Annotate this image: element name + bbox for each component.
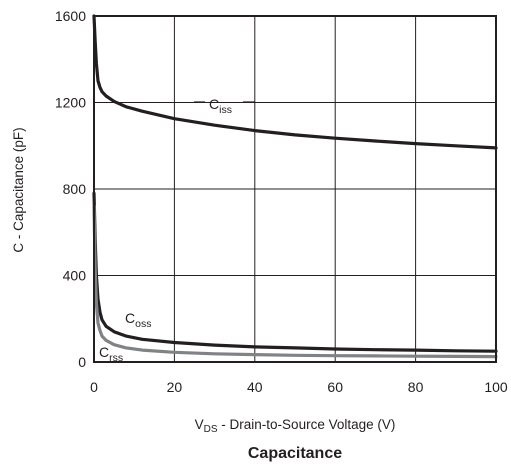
series-line-ciss bbox=[92, 14, 498, 150]
series-label-ciss: Ciss bbox=[209, 96, 232, 116]
grid bbox=[94, 16, 496, 362]
chart-title: Capacitance bbox=[248, 445, 342, 462]
x-tick-label: 40 bbox=[247, 379, 263, 395]
x-tick-label: 80 bbox=[408, 379, 424, 395]
y-tick-label: 1600 bbox=[55, 8, 86, 24]
y-tick-label: 800 bbox=[63, 181, 87, 197]
series-line-crss bbox=[92, 204, 498, 359]
y-tick-label: 400 bbox=[63, 268, 87, 284]
series-label-crss: Crss bbox=[99, 344, 123, 364]
x-tick-label: 100 bbox=[484, 379, 508, 395]
plot-frame bbox=[93, 15, 497, 363]
series-line-coss bbox=[92, 191, 498, 353]
series-lines bbox=[92, 14, 498, 359]
y-tick-label: 1200 bbox=[55, 95, 86, 111]
x-tick-label: 0 bbox=[90, 379, 98, 395]
y-tick-label: 0 bbox=[78, 354, 86, 370]
tick-labels: 0 20 40 60 80 100 0 400 800 1200 1600 bbox=[55, 8, 508, 395]
y-axis-label: C - Capacitance (pF) bbox=[11, 127, 26, 252]
x-tick-label: 60 bbox=[327, 379, 343, 395]
series-label-coss: Coss bbox=[125, 310, 151, 330]
x-tick-label: 20 bbox=[167, 379, 183, 395]
x-axis-label: VDS - Drain-to-Source Voltage (V) bbox=[195, 417, 396, 435]
